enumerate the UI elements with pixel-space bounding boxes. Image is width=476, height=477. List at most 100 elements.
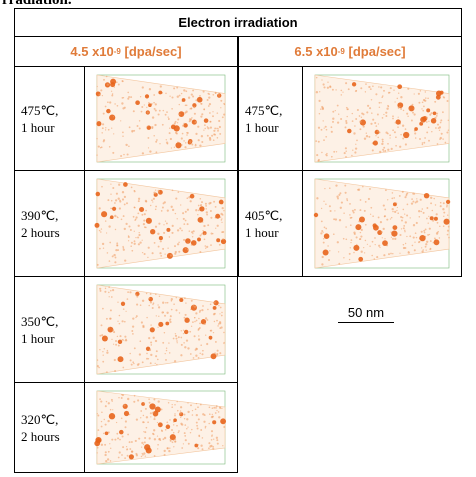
image-detail [185,211,187,213]
image-detail [111,399,113,401]
image-detail [430,197,432,199]
image-detail [329,85,331,87]
image-detail [428,223,429,224]
image-detail [112,187,114,189]
image-detail [119,323,121,325]
image-detail [318,159,320,161]
image-detail [197,126,199,128]
image-detail [189,118,191,120]
image-detail [172,189,174,191]
image-detail [332,111,334,113]
image-detail [378,86,379,87]
image-detail [108,451,110,453]
image-detail [221,219,222,220]
image-detail [184,146,186,148]
image-detail [110,460,112,462]
image-detail [183,239,185,241]
image-detail [196,425,198,427]
image-detail [199,353,200,354]
image-detail [116,242,118,244]
image-detail [208,423,210,425]
image-detail [418,102,420,104]
image-detail [336,151,337,152]
image-detail [323,201,324,202]
image-detail [439,138,441,140]
image-detail [168,117,169,118]
image-detail [209,112,211,114]
image-detail [134,231,135,232]
image-detail [435,127,437,129]
image-detail [161,210,163,212]
image-detail [150,341,152,343]
image-detail [172,225,174,227]
image-detail [152,252,154,254]
image-detail [99,349,100,350]
image-detail [434,101,436,103]
image-detail [109,443,110,444]
image-detail [141,456,142,457]
image-detail [99,335,101,337]
image-detail [167,302,169,304]
image-detail [202,413,204,415]
image-detail [415,137,417,139]
image-detail [440,205,442,207]
image-detail [122,246,123,247]
image-detail [184,424,186,426]
image-detail [159,143,160,144]
image-detail [206,343,208,345]
image-detail [139,128,141,130]
image-detail [426,249,427,250]
image-detail [134,219,136,221]
image-detail [217,112,219,114]
image-detail [204,124,206,126]
image-detail [135,440,137,442]
image-detail [112,255,114,257]
image-detail [179,104,180,105]
image-detail [182,133,184,135]
image-detail [213,332,214,333]
image-detail [394,238,396,240]
image-detail [99,288,101,290]
image-detail [217,443,219,445]
image-detail [384,150,386,152]
image-detail [145,200,147,202]
image-detail [410,217,411,218]
image-detail [142,152,144,154]
image-detail [361,112,363,114]
image-detail [154,242,156,244]
page: rradiation. Electron irradiation 4.5 x10… [0,0,476,474]
image-detail [115,344,117,346]
image-detail [371,99,372,100]
image-detail [113,133,114,134]
image-detail [150,293,152,295]
image-detail [149,349,151,351]
image-detail [395,136,397,138]
image-detail [424,193,429,198]
image-cell [302,66,462,171]
image-detail [186,197,188,199]
image-detail [334,210,335,211]
image-detail [174,253,176,255]
image-detail [327,245,328,246]
image-detail [112,207,116,211]
image-detail [428,126,430,128]
image-detail [333,151,335,153]
image-detail [148,398,150,400]
image-detail [436,95,441,100]
image-detail [337,105,339,107]
image-detail [405,195,407,197]
image-detail [391,217,393,219]
image-detail [99,398,101,400]
image-detail [143,444,144,445]
image-detail [121,302,125,306]
image-detail [140,96,141,97]
image-detail [165,93,166,94]
image-detail [357,109,359,111]
image-detail [204,128,205,129]
image-detail [111,128,112,129]
image-detail [108,402,110,404]
image-detail [195,348,197,350]
image-detail [101,324,103,326]
image-detail [208,442,210,444]
image-detail [180,423,182,425]
